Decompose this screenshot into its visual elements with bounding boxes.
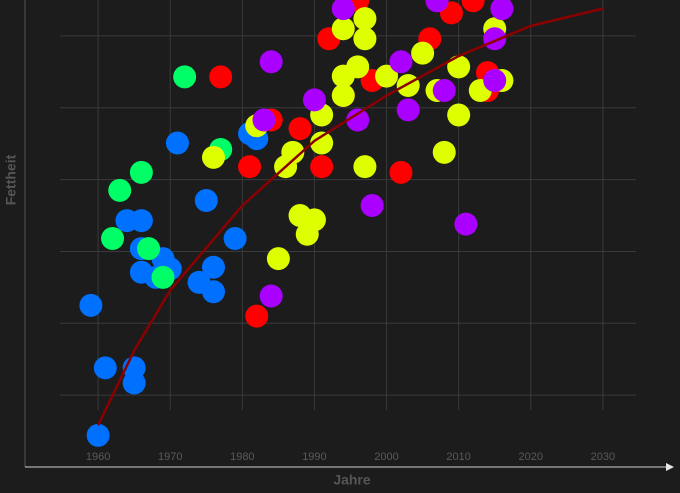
x-tick-label: 1980: [230, 451, 254, 463]
scatter-point: [346, 55, 370, 79]
x-tick-label: 1960: [86, 451, 110, 463]
scatter-point: [310, 131, 334, 155]
scatter-point: [259, 284, 283, 308]
x-tick-label: 2030: [591, 451, 615, 463]
scatter-point: [223, 227, 247, 251]
scatter-point: [302, 88, 326, 112]
scatter-point: [389, 50, 413, 74]
scatter-point: [432, 79, 456, 103]
scatter-point: [461, 0, 485, 13]
x-tick-label: 2010: [446, 451, 470, 463]
scatter-point: [411, 41, 435, 65]
scatter-point: [288, 117, 312, 141]
scatter-point: [259, 50, 283, 74]
scatter-point: [93, 356, 117, 380]
scatter-point: [447, 103, 471, 127]
scatter-point: [122, 371, 146, 395]
x-axis-arrow: [666, 463, 674, 471]
scatter-point: [353, 7, 377, 31]
scatter-point: [310, 155, 334, 179]
x-tick-label: 1970: [158, 451, 182, 463]
scatter-point: [173, 65, 197, 89]
scatter-point: [353, 155, 377, 179]
scatter-point: [490, 0, 514, 21]
scatter-point: [331, 17, 355, 41]
scatter-point: [454, 212, 478, 236]
x-axis-title: Jahre: [333, 472, 371, 488]
x-tick-label: 2020: [519, 451, 543, 463]
scatter-point: [447, 55, 471, 79]
scatter-point: [201, 255, 225, 279]
scatter-point: [396, 98, 420, 122]
y-axis-title: Fettheit: [3, 154, 19, 205]
scatter-point: [79, 293, 103, 317]
scatter-point: [101, 227, 125, 251]
scatter-point: [86, 423, 110, 447]
scatter-point: [331, 84, 355, 108]
x-tick-label: 1990: [302, 451, 326, 463]
x-tick-label: 2000: [374, 451, 398, 463]
scatter-point: [137, 237, 161, 261]
scatter-point: [396, 73, 420, 97]
scatter-point: [194, 188, 218, 212]
scatter-point: [245, 304, 269, 328]
scatter-point: [209, 65, 233, 89]
scatter-point: [375, 64, 399, 88]
scatter-point: [266, 247, 290, 271]
scatter-point: [295, 222, 319, 246]
trend-line: [96, 7, 604, 426]
scatter-point: [360, 193, 384, 217]
scatter-point: [108, 178, 132, 202]
scatter-point: [129, 209, 153, 233]
scatter-point: [425, 0, 449, 13]
scatter-point: [346, 108, 370, 132]
scatter-point: [483, 68, 507, 92]
scatter-point: [165, 131, 189, 155]
scatter-point: [389, 160, 413, 184]
scatter-point: [201, 145, 225, 169]
scatter-point: [353, 27, 377, 51]
scatter-point: [201, 280, 225, 304]
scatter-point: [331, 0, 355, 21]
scatter-point: [238, 155, 262, 179]
scatter-point: [432, 140, 456, 164]
scatter-point: [129, 160, 153, 184]
scatter-point: [151, 265, 175, 289]
scatter-point: [252, 108, 276, 132]
